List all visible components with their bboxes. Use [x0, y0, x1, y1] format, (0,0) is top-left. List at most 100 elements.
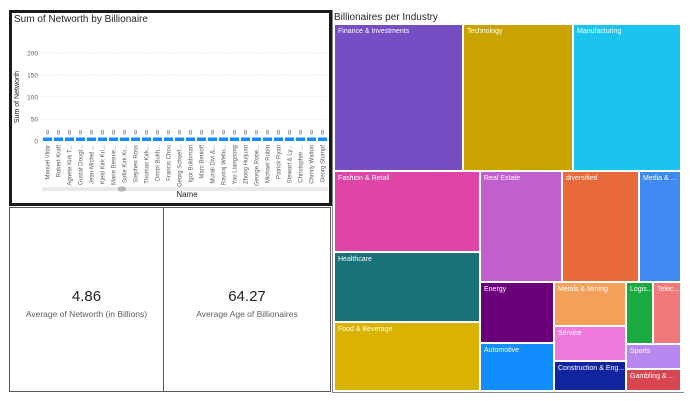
bar[interactable]	[86, 137, 97, 141]
bar-data-label: 8	[112, 130, 116, 136]
x-tick-label: Raviraj Wello...	[222, 145, 228, 186]
bar[interactable]	[163, 137, 174, 141]
x-tick-label: Manuel Villar	[46, 145, 52, 180]
treemap-label: Energy	[484, 286, 507, 293]
treemap-label: Metals & Mining	[558, 286, 608, 293]
y-tick-label: 50	[31, 117, 39, 124]
bar[interactable]	[130, 137, 141, 141]
x-tick-label: Francis Chou	[167, 145, 173, 181]
bar-data-label: 8	[101, 130, 105, 136]
treemap-label: Sports	[630, 348, 651, 355]
treemap-cell-diversified[interactable]: diversified	[562, 171, 639, 282]
treemap-cell-finance[interactable]: Finance & Investments	[334, 24, 463, 171]
bar-data-label: 8	[288, 130, 292, 136]
bar[interactable]	[295, 137, 306, 141]
avg-networth-value: 4.86	[71, 288, 102, 305]
bar-data-label: 8	[68, 130, 72, 136]
treemap-cell-fashion[interactable]: Fashion & Retail	[334, 171, 480, 252]
x-tick-label: Jean-Michel ...	[90, 145, 96, 184]
bar[interactable]	[240, 137, 251, 141]
x-tick-label: Dmitri Bukh...	[156, 145, 162, 181]
bar[interactable]	[251, 137, 262, 141]
treemap-label: diversified	[566, 175, 598, 182]
bar-data-label: 8	[255, 130, 259, 136]
x-tick-label: Yao Liangsong	[233, 145, 239, 185]
bar-data-label: 8	[145, 130, 149, 136]
treemap-cell-healthcare[interactable]: Healthcare	[334, 252, 480, 322]
bar[interactable]	[75, 137, 86, 141]
bar-data-label: 8	[244, 130, 248, 136]
bar[interactable]	[97, 137, 108, 141]
bar[interactable]	[284, 137, 295, 141]
x-tick-label: Stewart & Ly...	[288, 145, 294, 184]
x-tick-label: Robert Kraft	[57, 145, 63, 178]
treemap-cell-technology[interactable]: Technology	[463, 24, 573, 171]
bar[interactable]	[141, 137, 152, 141]
bar[interactable]	[108, 137, 119, 141]
bar[interactable]	[196, 137, 207, 141]
treemap-label: Healthcare	[338, 256, 372, 263]
bar-data-label: 8	[156, 130, 160, 136]
avg-networth-label: Average of Networth (in Billions)	[25, 309, 148, 319]
bar[interactable]	[42, 137, 53, 141]
bar[interactable]	[207, 137, 218, 141]
treemap-cell-service[interactable]: Service	[554, 326, 626, 361]
x-tick-label: Christopher ...	[299, 145, 305, 183]
treemap-label: Finance & Investments	[338, 28, 410, 35]
treemap-cell-energy[interactable]: Energy	[480, 282, 554, 343]
bar[interactable]	[152, 137, 163, 141]
avg-age-value: 64.27	[228, 288, 266, 305]
bar-data-label: 8	[178, 130, 182, 136]
treemap-label: Logis...	[630, 286, 653, 293]
treemap-label: Gambling & ...	[630, 373, 675, 380]
bar[interactable]	[53, 137, 64, 141]
bar[interactable]	[185, 137, 196, 141]
bar[interactable]	[64, 137, 75, 141]
bar[interactable]	[119, 137, 130, 141]
treemap-cell-sports[interactable]: Sports	[626, 344, 681, 369]
bar-chart-title: Sum of Networth by Billionaire	[14, 14, 148, 25]
treemap-label: Media & ...	[643, 175, 677, 182]
treemap-cell-automotive[interactable]: Automotive	[480, 343, 554, 391]
bar[interactable]	[229, 137, 240, 141]
bar-data-label: 8	[321, 130, 325, 136]
bar[interactable]	[262, 137, 273, 141]
treemap-title: Billionaires per Industry	[334, 12, 438, 23]
treemap-label: Fashion & Retail	[338, 175, 390, 182]
treemap-cell-media[interactable]: Media & ...	[639, 171, 681, 282]
bar-data-label: 8	[134, 130, 138, 136]
horizontal-scrollbar[interactable]	[42, 187, 328, 191]
treemap-cell-gambling[interactable]: Gambling & ...	[626, 369, 681, 391]
bar[interactable]	[174, 137, 185, 141]
scrollbar-thumb[interactable]	[118, 186, 126, 192]
treemap-visual[interactable]: Billionaires per Industry Finance & Inve…	[332, 10, 684, 393]
bar-data-label: 8	[222, 130, 226, 136]
treemap-cell-food[interactable]: Food & Beverage	[334, 322, 480, 391]
bar-chart-visual[interactable]: Sum of Networth by Billionaire 0 50 100 150…	[9, 10, 332, 206]
x-tick-label: Marie Besnie...	[112, 145, 118, 185]
treemap-cell-construction[interactable]: Construction & Eng...	[554, 361, 626, 391]
x-tick-label: Marc Benioff	[200, 145, 206, 179]
x-tick-label: Agnete Kirk T...	[68, 145, 74, 186]
avg-age-card[interactable]: 64.27 Average Age of Billionaires	[164, 207, 331, 392]
bar-data-label: 8	[299, 130, 303, 136]
bar[interactable]	[218, 137, 229, 141]
x-tick-label: Michael Rubin	[266, 145, 272, 183]
x-axis-title: Name	[176, 190, 198, 199]
x-tick-label: Kjeld Kirk Kri...	[101, 145, 107, 185]
treemap-label: Service	[558, 330, 582, 337]
x-tick-label: Thomas Kirk...	[145, 145, 151, 184]
treemap-cell-telecom[interactable]: Telec...	[653, 282, 681, 344]
bar-data-label: 8	[310, 130, 314, 136]
bar[interactable]	[306, 137, 317, 141]
avg-networth-card[interactable]: 4.86 Average of Networth (in Billions)	[9, 207, 164, 392]
treemap-cell-logistics[interactable]: Logis...	[626, 282, 653, 344]
treemap-cell-manufacturing[interactable]: Manufacturing	[573, 24, 681, 171]
treemap-cell-metals[interactable]: Metals & Mining	[554, 282, 626, 326]
avg-age-label: Average Age of Billionaires	[196, 309, 298, 319]
y-axis-title: Sum of Networth	[14, 71, 21, 123]
bar[interactable]	[317, 137, 328, 141]
treemap-cell-realestate[interactable]: Real Estate	[480, 171, 562, 282]
bar[interactable]	[273, 137, 284, 141]
